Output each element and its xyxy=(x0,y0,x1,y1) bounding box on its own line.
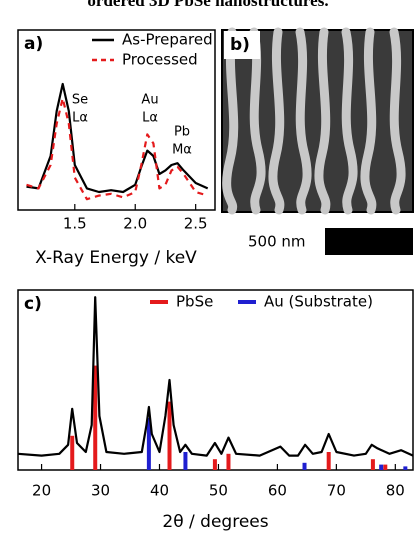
reference-stick xyxy=(303,463,307,470)
reference-stick xyxy=(379,465,383,470)
reference-stick xyxy=(226,454,230,470)
scale-bar xyxy=(325,228,413,255)
x-tick-label: 30 xyxy=(91,482,110,500)
reference-stick xyxy=(403,466,407,470)
figure: ordered 3D PbSe nanostructures. b) 500 n… xyxy=(0,0,417,536)
reference-stick xyxy=(70,436,74,470)
x-tick-label: 80 xyxy=(386,482,405,500)
panel-label: c) xyxy=(24,294,42,314)
scale-bar-label: 500 nm xyxy=(248,233,306,251)
legend-label: As-Prepared xyxy=(122,31,213,49)
x-tick-label: 70 xyxy=(327,482,346,500)
annotation: Lα xyxy=(72,111,88,126)
legend-label: Au (Substrate) xyxy=(264,293,373,311)
annotation: Au xyxy=(141,93,158,108)
reference-stick xyxy=(168,402,172,470)
caption: ordered 3D PbSe nanostructures. xyxy=(87,0,328,10)
legend-label: PbSe xyxy=(176,293,213,311)
legend-label: Processed xyxy=(122,51,198,69)
annotation: Se xyxy=(72,93,88,108)
x-tick-label: 40 xyxy=(150,482,169,500)
annotation: Pb xyxy=(174,125,190,140)
x-tick-label: 20 xyxy=(32,482,51,500)
annotation: Mα xyxy=(172,143,192,158)
x-axis-label: X-Ray Energy / keV xyxy=(35,248,197,268)
x-tick-label: 2.5 xyxy=(184,215,208,233)
panel-label: b) xyxy=(230,35,250,55)
sem-image xyxy=(222,30,413,212)
x-axis-label: 2θ / degrees xyxy=(162,512,268,532)
reference-stick xyxy=(383,465,387,470)
x-tick-label: 2.0 xyxy=(123,215,147,233)
reference-stick xyxy=(327,452,331,470)
reference-stick xyxy=(213,459,217,470)
reference-stick xyxy=(371,459,375,470)
data-line xyxy=(18,297,413,455)
x-tick-label: 1.5 xyxy=(63,215,87,233)
panel-label: a) xyxy=(24,34,43,54)
annotation: Lα xyxy=(142,111,158,126)
reference-stick xyxy=(183,452,187,470)
x-tick-label: 50 xyxy=(209,482,228,500)
x-tick-label: 60 xyxy=(268,482,287,500)
